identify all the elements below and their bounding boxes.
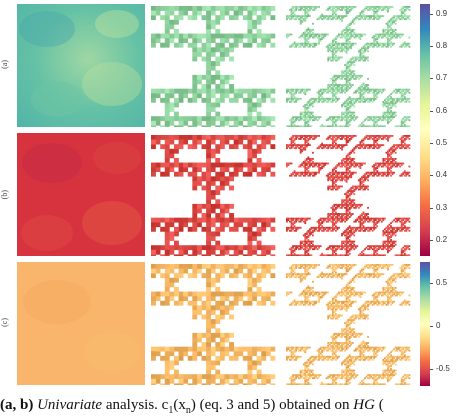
colorbar-tick-mark [430, 14, 433, 15]
row-label-c: (c) [0, 318, 14, 327]
caption-panel-ref: (a, b) [0, 397, 33, 413]
panel-a-field [17, 4, 145, 127]
caption-text-2: (x [173, 397, 186, 413]
panel-b-fractal-1 [149, 133, 277, 256]
row-label-b: (b) [0, 190, 14, 199]
colorbar-tick-label: 0.9 [436, 10, 447, 18]
panel-b-field [17, 133, 145, 256]
colorbar-tick-mark [430, 175, 433, 176]
colorbar-tick-mark [430, 111, 433, 112]
colorbar-bottom [420, 262, 430, 386]
colorbar-tick-mark [430, 143, 433, 144]
colorbar-tick-mark [430, 240, 433, 241]
colorbar-tick-mark [430, 208, 433, 209]
colorbar-tick-label: 0.2 [436, 236, 447, 244]
colorbar-tick-label: 0.8 [436, 42, 447, 50]
figure-caption: (a, b) Univariate analysis. c1(xn) (eq. … [0, 396, 384, 420]
colorbar-tick-label: -0.5 [436, 365, 450, 373]
caption-text-1: analysis. c [102, 397, 168, 413]
panel-a-fractal-1 [149, 4, 277, 127]
colorbar-tick-mark [430, 46, 433, 47]
colorbar-tick-mark [430, 369, 433, 370]
colorbar-top [420, 4, 430, 256]
caption-text-3: ) (eq. 3 and 5) obtained on [191, 397, 353, 413]
row-label-a: (a) [0, 60, 14, 69]
colorbar-tick-label: 0.5 [436, 139, 447, 147]
colorbar-tick-label: 0.6 [436, 107, 447, 115]
colorbar-tick-mark [430, 283, 433, 284]
colorbar-tick-label: 0.4 [436, 171, 447, 179]
panel-c-fractal-2 [284, 262, 412, 385]
caption-hg: HG [353, 397, 375, 413]
caption-univariate: Univariate [33, 397, 102, 413]
panel-b-fractal-2 [284, 133, 412, 256]
colorbar-tick-mark [430, 326, 433, 327]
colorbar-tick-label: 0.5 [436, 279, 447, 287]
caption-text-4: ( [375, 397, 384, 413]
panel-c-field [17, 262, 145, 385]
colorbar-tick-mark [430, 78, 433, 79]
colorbar-tick-label: 0.7 [436, 74, 447, 82]
colorbar-tick-label: 0.3 [436, 204, 447, 212]
colorbar-tick-label: 0 [436, 322, 440, 330]
panel-c-fractal-1 [149, 262, 277, 385]
panel-a-fractal-2 [284, 4, 412, 127]
